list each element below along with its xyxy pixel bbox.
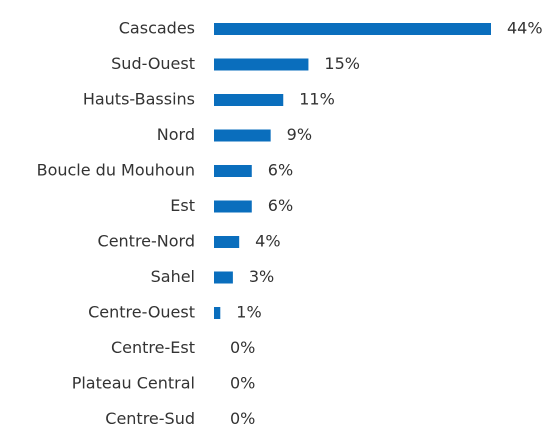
bar [214, 94, 284, 106]
value-label: 0% [230, 374, 255, 393]
value-label: 15% [324, 54, 360, 73]
bar [214, 236, 240, 248]
value-label: 44% [507, 19, 543, 38]
category-label: Centre-Est [111, 338, 195, 357]
category-label: Sud-Ouest [111, 54, 195, 73]
value-label: 0% [230, 338, 255, 357]
category-label: Sahel [151, 267, 195, 286]
value-label: 6% [268, 196, 293, 215]
category-label: Centre-Nord [98, 232, 195, 251]
value-label: 9% [287, 125, 312, 144]
category-label: Centre-Sud [105, 409, 195, 428]
category-label: Plateau Central [72, 374, 195, 393]
value-label: 1% [236, 303, 261, 322]
category-label: Cascades [119, 19, 195, 38]
category-label: Boucle du Mouhoun [37, 161, 195, 180]
bar [214, 23, 491, 35]
bar [214, 165, 252, 177]
bar [214, 271, 233, 284]
bar [214, 307, 221, 319]
bar [214, 200, 252, 213]
category-label: Est [170, 196, 195, 215]
category-label: Nord [157, 125, 195, 144]
value-label: 11% [299, 90, 335, 109]
value-label: 0% [230, 409, 255, 428]
value-label: 4% [255, 232, 280, 251]
value-label: 3% [249, 267, 274, 286]
category-label: Hauts-Bassins [83, 90, 195, 109]
value-label: 6% [268, 161, 293, 180]
category-label: Centre-Ouest [88, 303, 195, 322]
bar [214, 58, 309, 71]
bar [214, 129, 271, 142]
